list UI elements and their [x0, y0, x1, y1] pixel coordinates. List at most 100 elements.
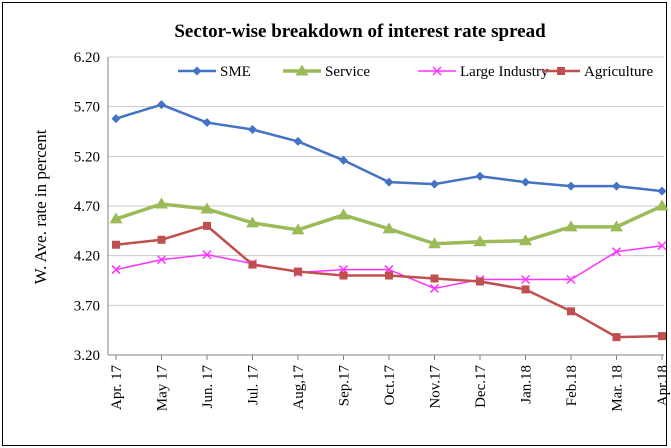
- series-lines: [115, 103, 663, 339]
- data-point: [430, 274, 439, 283]
- y-tick-labels: 3.20 3.70 4.20 4.70 5.20 5.70 6.20: [74, 50, 100, 364]
- data-point: [429, 283, 440, 293]
- data-point: [612, 181, 621, 191]
- data-point: [473, 235, 487, 247]
- data-point: [337, 208, 350, 220]
- y-tick-label: 6.20: [74, 50, 100, 66]
- x-tick-label: Oct.17: [382, 365, 398, 406]
- data-point: [521, 177, 530, 187]
- data-point: [521, 285, 530, 294]
- data-point: [519, 234, 532, 246]
- data-point: [295, 64, 309, 76]
- data-point: [382, 222, 396, 234]
- x-tick-label: May 17: [155, 365, 171, 412]
- data-point: [339, 271, 348, 280]
- data-point-stroke: [432, 66, 442, 76]
- data-point: [156, 255, 167, 265]
- data-point: [475, 171, 485, 181]
- legend-label: Service: [325, 64, 370, 80]
- data-point: [428, 237, 441, 249]
- data-point: [611, 247, 622, 257]
- data-point: [109, 212, 123, 224]
- axes: [107, 57, 664, 360]
- data-point: [339, 155, 348, 165]
- data-point: [657, 186, 667, 196]
- x-tick-label: Jul. 17: [246, 365, 262, 406]
- data-point: [430, 179, 439, 189]
- legend-item: Agriculture: [542, 64, 653, 80]
- x-tick-label: Feb.18: [564, 365, 580, 406]
- data-point: [111, 114, 121, 124]
- data-point-stroke: [611, 247, 622, 257]
- data-point: [248, 260, 257, 269]
- legend-label: Agriculture: [584, 64, 653, 80]
- x-tick-label: Apr.18: [655, 365, 671, 406]
- data-point-stroke: [566, 274, 576, 285]
- x-tick-label: Jan.18: [519, 365, 535, 404]
- series-line: [115, 224, 663, 339]
- x-tick-label: Apr. 17: [109, 365, 125, 411]
- data-point: [476, 277, 484, 286]
- legend-item: Service: [283, 64, 370, 80]
- data-point: [657, 241, 667, 251]
- data-point: [384, 177, 394, 187]
- data-point: [202, 250, 212, 260]
- data-point: [248, 125, 257, 135]
- data-point: [567, 307, 575, 316]
- legend-label: SME: [220, 64, 251, 80]
- y-axis-label: W. Ave. rate in percent: [31, 129, 50, 284]
- data-point: [658, 332, 666, 341]
- x-tick-label: Nov.17: [428, 365, 444, 409]
- data-point: [203, 221, 211, 230]
- y-tick-label: 4.20: [74, 249, 100, 265]
- data-point: [200, 202, 214, 214]
- data-point: [432, 66, 442, 76]
- y-tick-label: 3.70: [74, 298, 100, 314]
- x-tick-label: Jun. 17: [200, 365, 216, 409]
- data-point: [157, 100, 166, 110]
- x-tick-label: Mar. 18: [610, 365, 626, 412]
- series-line: [115, 244, 663, 290]
- data-point: [112, 240, 120, 249]
- x-tick-labels: Apr. 17 May 17 Jun. 17 Jul. 17 Aug,17 Sep.17 O…: [109, 365, 671, 412]
- data-point: [566, 181, 576, 191]
- data-point: [155, 197, 168, 209]
- x-tick-label: Aug,17: [291, 365, 307, 410]
- data-point: [612, 333, 621, 342]
- x-tick-label: Sep.17: [337, 365, 353, 407]
- y-tick-label: 3.20: [74, 348, 100, 364]
- data-point-stroke: [156, 255, 167, 265]
- y-tick-label: 4.70: [74, 199, 100, 215]
- data-point: [111, 265, 121, 275]
- data-point: [294, 267, 302, 276]
- legend: SME Service Large Industry Agriculture: [178, 64, 653, 80]
- data-point-stroke: [520, 274, 531, 285]
- data-point: [291, 223, 305, 235]
- data-point-stroke: [202, 250, 212, 260]
- legend-label: Large Industry: [460, 64, 549, 80]
- legend-item: SME: [178, 64, 251, 80]
- series-markers: [109, 100, 669, 342]
- chart-title: Sector-wise breakdown of interest rate s…: [174, 21, 546, 42]
- data-point-stroke: [111, 265, 121, 275]
- y-tick-label: 5.70: [74, 100, 100, 116]
- data-point: [157, 235, 166, 244]
- x-tick-label: Dec.17: [473, 365, 489, 408]
- data-point-stroke: [429, 283, 440, 293]
- data-point: [564, 220, 578, 232]
- data-point: [610, 220, 623, 232]
- data-point: [202, 118, 212, 128]
- data-point: [655, 199, 669, 211]
- data-point: [293, 136, 303, 146]
- data-point: [246, 216, 259, 228]
- data-point: [557, 67, 565, 75]
- data-point: [566, 274, 576, 285]
- data-point: [192, 66, 202, 76]
- data-point-stroke: [657, 241, 667, 251]
- legend-item: Large Industry: [418, 64, 549, 80]
- y-tick-label: 5.20: [74, 149, 100, 165]
- data-point: [520, 274, 531, 285]
- data-point: [385, 271, 393, 280]
